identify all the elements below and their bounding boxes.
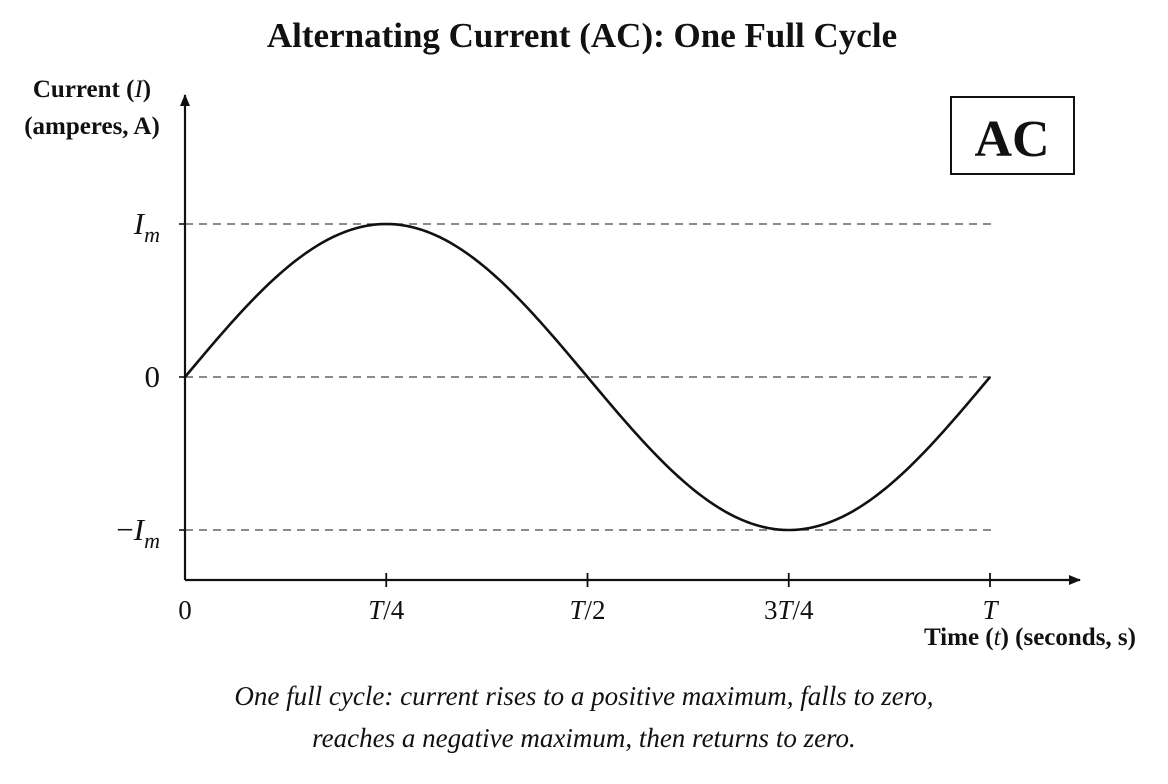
ac-badge-label: AC — [974, 111, 1049, 168]
x-tick-label: T/4 — [368, 595, 405, 625]
x-tick-label: T — [982, 595, 999, 625]
y-tick-label: 0 — [145, 359, 161, 394]
x-tick-label: T/2 — [569, 595, 605, 625]
x-tick-labels: 0 T/4 T/2 3T/4 T — [178, 573, 999, 625]
ac-badge-box — [950, 96, 1075, 175]
y-axis-label-units: (amperes, A) — [24, 113, 160, 140]
axes — [179, 94, 1081, 585]
chart-title: Alternating Current (AC): One Full Cycle — [267, 16, 897, 55]
y-tick-label: Im — [133, 206, 160, 247]
caption-line-1: One full cycle: current rises to a posit… — [234, 681, 933, 711]
y-axis-label-suffix: ) — [143, 76, 151, 103]
x-tick-label: 3T/4 — [764, 595, 814, 625]
caption-line-2: reaches a negative maximum, then returns… — [312, 723, 856, 753]
current-waveform — [184, 222, 991, 532]
series-layer — [184, 222, 991, 532]
y-tick-label: −Im — [116, 512, 160, 553]
y-axis-label: Current (I) — [33, 76, 151, 103]
y-axis-label-prefix: Current ( — [33, 76, 135, 103]
x-axis-label-symbol: t — [994, 624, 1002, 651]
x-tick-label: 0 — [178, 595, 192, 625]
x-axis-label: Time (t) (seconds, s) — [924, 624, 1136, 651]
y-tick-labels: Im 0 −Im — [116, 206, 160, 553]
reference-lines — [185, 223, 992, 531]
x-axis-label-suffix: ) (seconds, s) — [1001, 624, 1136, 651]
y-axis-label-symbol: I — [133, 76, 144, 103]
x-axis-label-prefix: Time ( — [924, 624, 994, 651]
